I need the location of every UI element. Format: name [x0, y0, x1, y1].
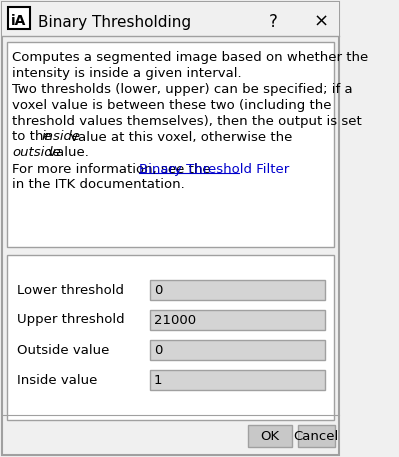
Text: value at this voxel, otherwise the: value at this voxel, otherwise the: [66, 131, 292, 143]
Text: voxel value is between these two (including the: voxel value is between these two (includ…: [12, 99, 332, 112]
Text: 0: 0: [154, 344, 162, 356]
Text: 0: 0: [154, 283, 162, 297]
Text: 1: 1: [154, 373, 162, 387]
FancyBboxPatch shape: [150, 280, 325, 300]
Text: Inside value: Inside value: [17, 373, 97, 387]
FancyBboxPatch shape: [150, 370, 325, 390]
FancyBboxPatch shape: [248, 425, 292, 447]
Text: Two thresholds (lower, upper) can be specified; if a: Two thresholds (lower, upper) can be spe…: [12, 83, 353, 96]
Text: For more information, see the: For more information, see the: [12, 163, 215, 175]
Text: ?: ?: [269, 13, 278, 31]
Text: inside: inside: [41, 131, 80, 143]
FancyBboxPatch shape: [7, 42, 334, 247]
FancyBboxPatch shape: [2, 2, 340, 455]
FancyBboxPatch shape: [8, 7, 30, 29]
Text: Cancel: Cancel: [294, 430, 339, 442]
FancyBboxPatch shape: [150, 310, 325, 330]
Text: iA: iA: [11, 14, 26, 28]
Text: OK: OK: [261, 430, 280, 442]
Text: 21000: 21000: [154, 314, 196, 326]
FancyBboxPatch shape: [150, 340, 325, 360]
Text: in the ITK documentation.: in the ITK documentation.: [12, 179, 185, 191]
Text: outside: outside: [12, 147, 61, 159]
Text: Outside value: Outside value: [17, 344, 109, 356]
Text: value.: value.: [43, 147, 89, 159]
FancyBboxPatch shape: [298, 425, 335, 447]
FancyBboxPatch shape: [7, 255, 334, 420]
FancyBboxPatch shape: [2, 2, 340, 36]
Text: ×: ×: [313, 13, 328, 31]
Text: Computes a segmented image based on whether the: Computes a segmented image based on whet…: [12, 51, 368, 64]
Text: intensity is inside a given interval.: intensity is inside a given interval.: [12, 67, 241, 80]
Text: to the: to the: [12, 131, 56, 143]
Text: Binary Threshold Filter: Binary Threshold Filter: [139, 163, 290, 175]
Text: Binary Thresholding: Binary Thresholding: [38, 15, 192, 30]
Text: threshold values themselves), then the output is set: threshold values themselves), then the o…: [12, 115, 362, 128]
Text: Lower threshold: Lower threshold: [17, 283, 124, 297]
Text: Upper threshold: Upper threshold: [17, 314, 125, 326]
